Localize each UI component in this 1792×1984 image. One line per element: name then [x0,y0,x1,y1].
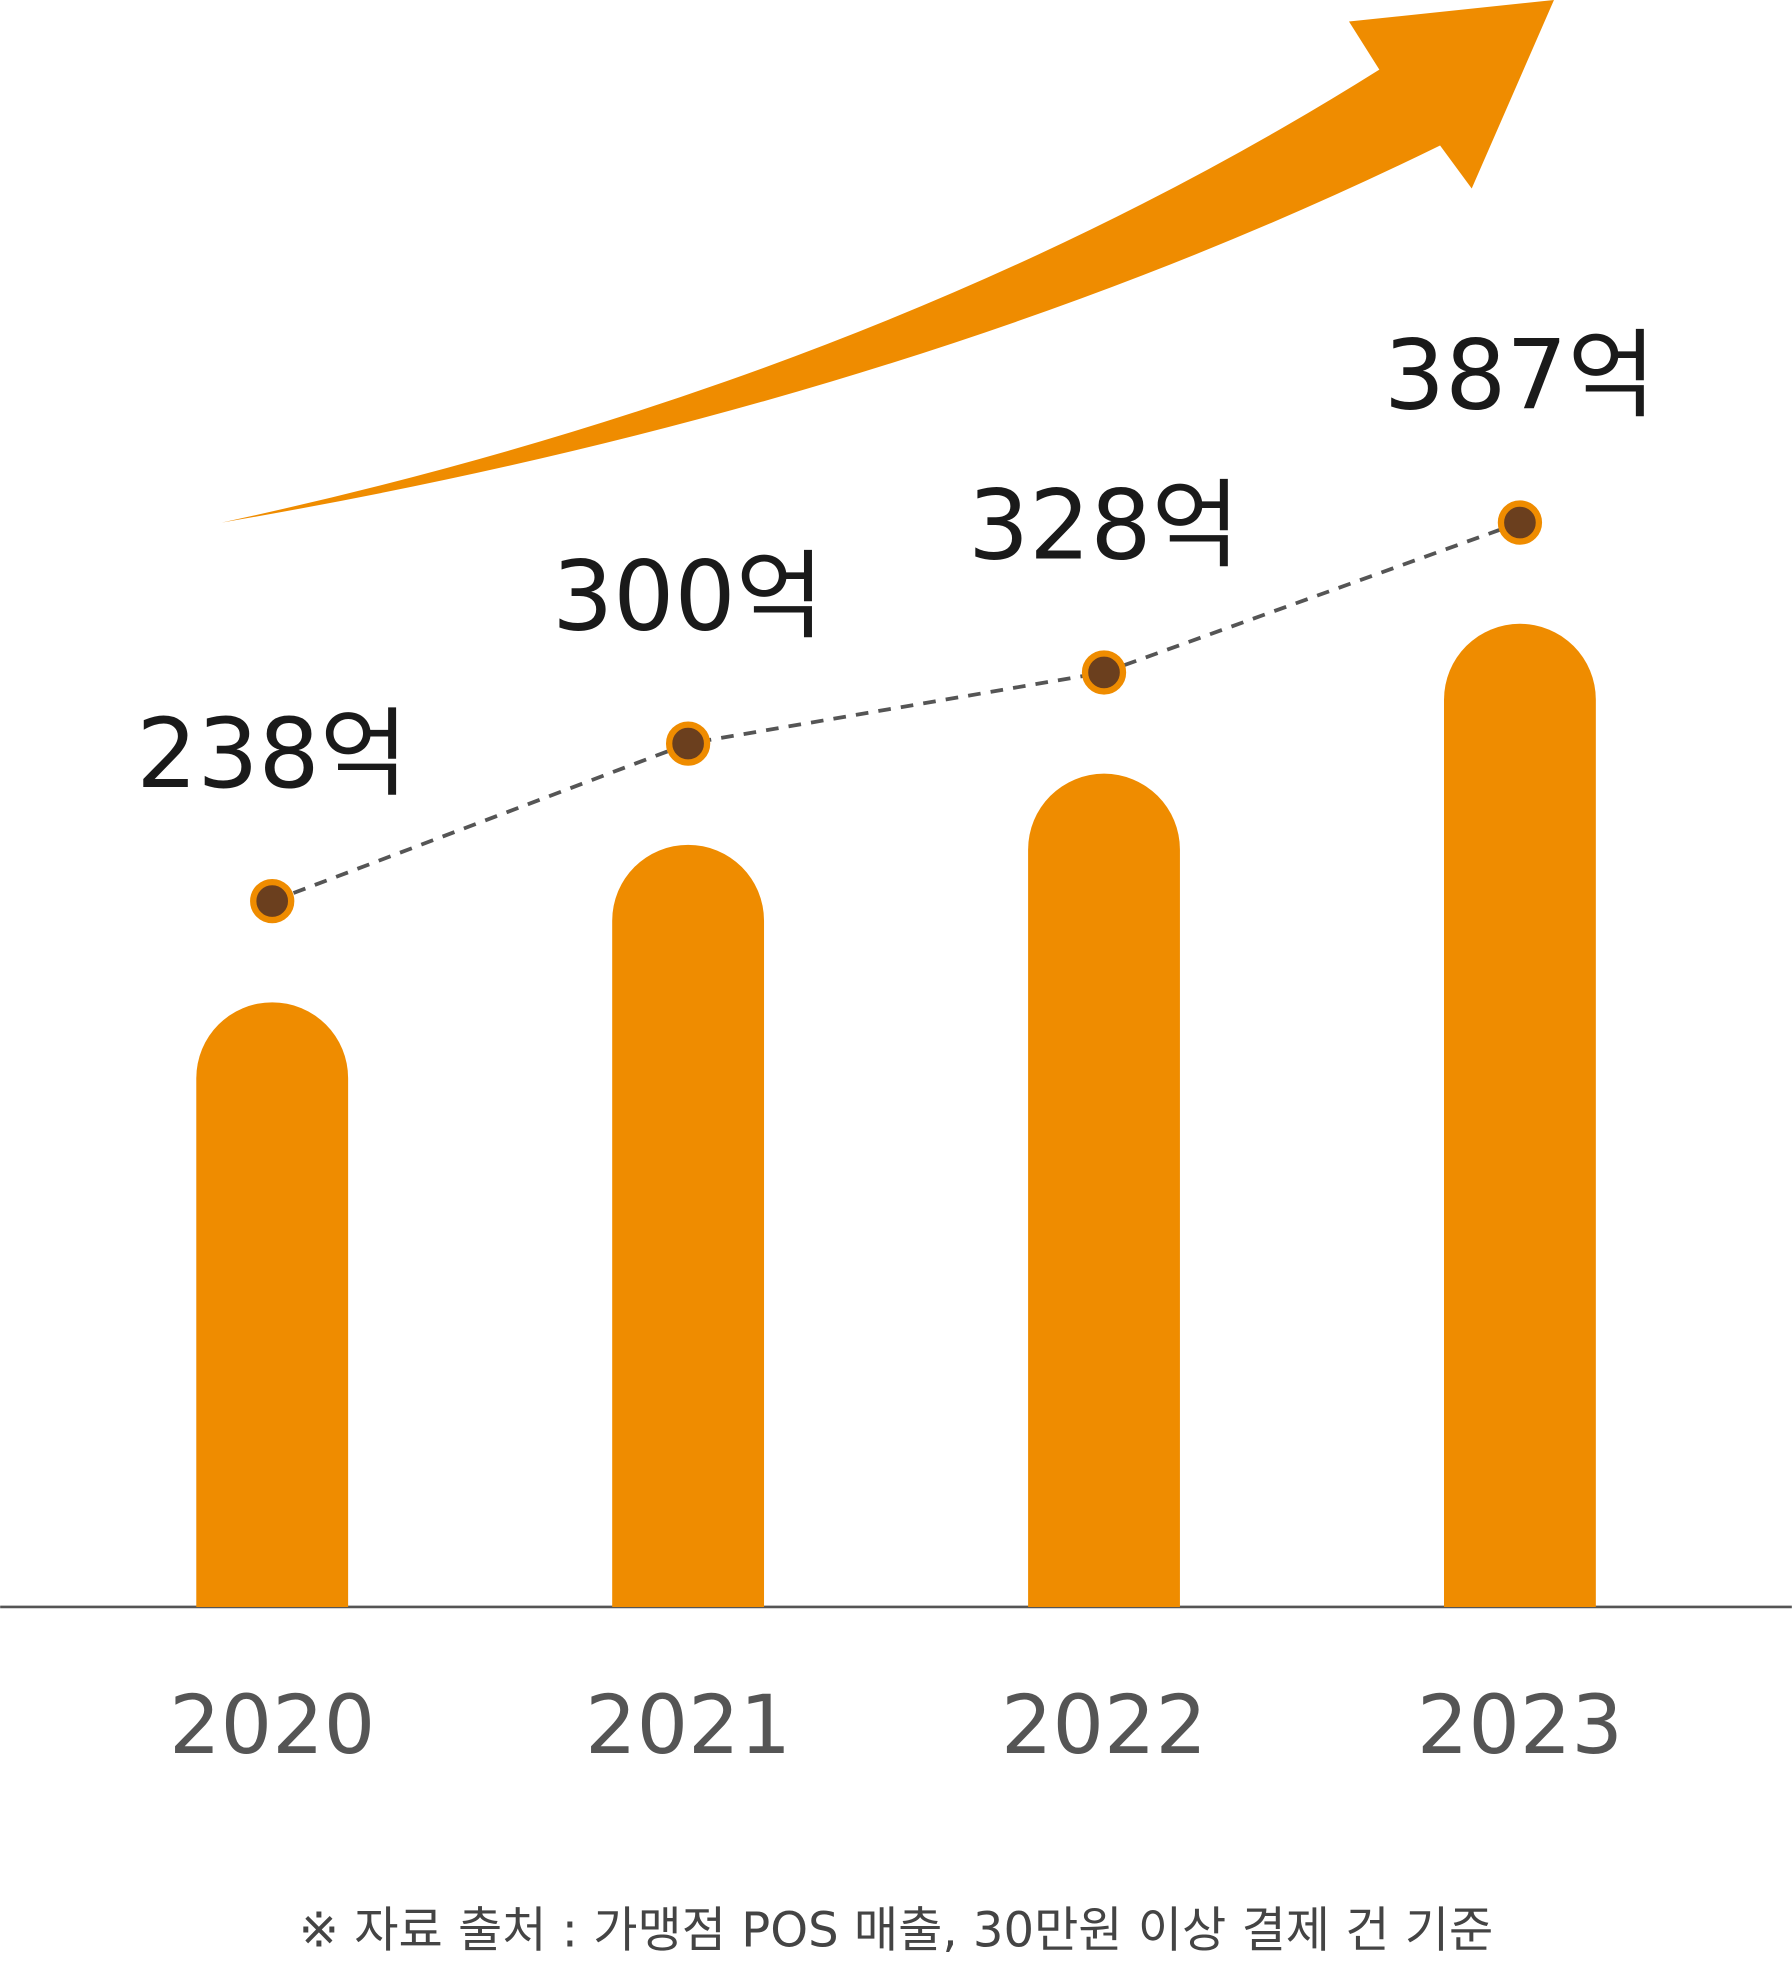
value-label: 238억 [136,698,408,810]
x-tick-label: 2020 [169,1679,375,1773]
data-point [1081,650,1127,695]
data-point [665,721,711,766]
value-label: 328억 [968,469,1240,581]
data-point [250,878,295,924]
bar [196,1002,349,1607]
value-label: 387억 [1384,319,1656,431]
bar [1444,623,1596,1607]
data-point [1497,500,1543,545]
trend-arrow [221,0,1554,523]
bar [1028,773,1180,1607]
bar [612,844,765,1607]
value-label: 300억 [552,540,824,652]
source-note: ※ 자료 출처 : 가맹점 POS 매출, 30만원 이상 결제 건 기준 [299,1902,1494,1958]
trend-line [271,520,1521,903]
x-tick-label: 2021 [585,1679,791,1773]
x-tick-label: 2023 [1417,1679,1623,1773]
x-tick-label: 2022 [1001,1679,1207,1773]
